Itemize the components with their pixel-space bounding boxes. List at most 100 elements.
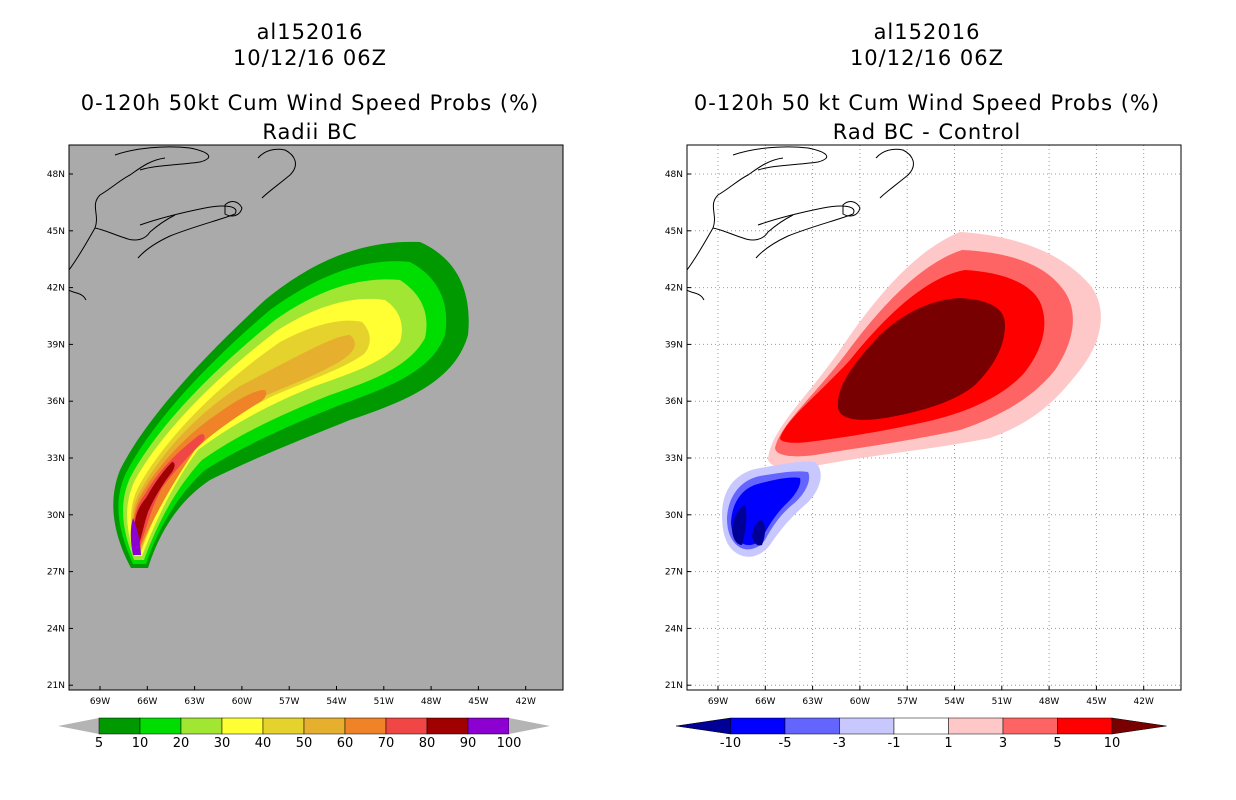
colorbar-swatch <box>1057 717 1113 735</box>
lon-label: 42W <box>516 697 536 707</box>
colorbar-swatch <box>893 717 949 735</box>
left-colorbar: 5 10 20 30 40 50 60 70 80 90 100 <box>58 717 550 751</box>
lon-label: 51W <box>374 697 394 707</box>
lat-label: 30N <box>47 511 65 521</box>
lat-label: 45N <box>665 227 683 237</box>
colorbar-label: 10 <box>132 736 149 751</box>
lon-label: 63W <box>802 697 822 707</box>
colorbar-upper-arrow <box>1111 717 1167 735</box>
right-axes: 48N 45N 42N 39N 36N 33N 30N 27N 24N 21N 69W 66W 63W 6… <box>665 170 1154 707</box>
left-band-40 <box>130 320 370 552</box>
left-storm-id: al152016 <box>256 20 364 44</box>
lon-label: 66W <box>137 697 157 707</box>
right-colorbar: -10 -5 -3 -1 1 3 5 10 <box>675 717 1167 751</box>
colorbar-label: 5 <box>1053 736 1061 751</box>
colorbar-label: 60 <box>337 736 354 751</box>
colorbar-label: 70 <box>378 736 395 751</box>
lat-label: 39N <box>665 340 683 350</box>
lat-label: 21N <box>665 681 683 691</box>
colorbar-label: 5 <box>95 736 103 751</box>
right-band-neg-10-a <box>732 505 747 545</box>
left-probability-field <box>69 146 469 568</box>
right-band-neg-5 <box>731 477 801 546</box>
colorbar-lower-arrow <box>58 718 99 734</box>
right-difference-field <box>687 146 1101 557</box>
lat-label: 39N <box>47 340 65 350</box>
lat-label: 48N <box>665 170 683 180</box>
left-band-50 <box>132 335 355 550</box>
lon-label: 60W <box>850 697 870 707</box>
colorbar-label: -3 <box>833 736 846 751</box>
left-datetime: 10/12/16 06Z <box>232 46 388 70</box>
colorbar-label: 1 <box>944 736 952 751</box>
colorbar-swatch <box>98 717 141 735</box>
colorbar-swatch <box>784 717 840 735</box>
left-band-60 <box>133 390 267 548</box>
colorbar-label: -1 <box>888 736 901 751</box>
colorbar-label: 30 <box>214 736 231 751</box>
colorbar-label: 3 <box>999 736 1007 751</box>
right-datetime: 10/12/16 06Z <box>849 46 1005 70</box>
lat-label: 24N <box>665 624 683 634</box>
lon-label: 63W <box>184 697 204 707</box>
lon-label: 45W <box>1086 697 1106 707</box>
colorbar-swatch <box>467 717 510 735</box>
left-subtitle: Radii BC <box>262 120 358 144</box>
colorbar-label: -10 <box>720 736 741 751</box>
colorbar-swatch <box>180 717 223 735</box>
left-map-frame <box>68 144 564 691</box>
right-band-neg-10-b <box>752 520 765 546</box>
lon-label: 60W <box>232 697 252 707</box>
right-map-frame <box>686 144 1182 691</box>
lat-label: 30N <box>665 511 683 521</box>
lat-label: 42N <box>665 284 683 294</box>
colorbar-swatch <box>948 717 1004 735</box>
colorbar-label: 50 <box>296 736 313 751</box>
colorbar-label: -5 <box>779 736 792 751</box>
colorbar-label: 40 <box>255 736 272 751</box>
lat-label: 42N <box>47 284 65 294</box>
lon-label: 48W <box>1039 697 1059 707</box>
lat-label: 33N <box>47 454 65 464</box>
colorbar-label: 20 <box>173 736 190 751</box>
lon-label: 54W <box>326 697 346 707</box>
colorbar-upper-arrow <box>509 718 550 734</box>
left-map: 48N 45N 42N 39N 36N 33N 30N 27N 24N 21N 69W 66W 63W 6… <box>47 144 564 707</box>
lon-label: 69W <box>708 697 728 707</box>
left-band-90 <box>130 518 141 555</box>
colorbar-swatch <box>221 717 264 735</box>
lat-label: 24N <box>47 624 65 634</box>
left-band-80 <box>134 462 175 544</box>
left-coastline <box>69 146 296 301</box>
lat-label: 27N <box>665 568 683 578</box>
left-axes: 48N 45N 42N 39N 36N 33N 30N 27N 24N 21N 69W 66W 63W 6… <box>47 170 536 707</box>
lat-label: 48N <box>47 170 65 180</box>
right-title: 0-120h 50 kt Cum Wind Speed Probs (%) <box>693 91 1161 115</box>
colorbar-label: 90 <box>460 736 477 751</box>
colorbar-label: 80 <box>419 736 436 751</box>
right-map: 48N 45N 42N 39N 36N 33N 30N 27N 24N 21N 69W 66W 63W 6… <box>665 144 1182 707</box>
lon-label: 54W <box>944 697 964 707</box>
right-subtitle: Rad BC - Control <box>832 120 1022 144</box>
lon-label: 57W <box>897 697 917 707</box>
lon-label: 51W <box>992 697 1012 707</box>
lat-label: 45N <box>47 227 65 237</box>
colorbar-swatch <box>426 717 469 735</box>
colorbar-swatch <box>303 717 346 735</box>
colorbar-swatch <box>344 717 387 735</box>
right-band-pos-10 <box>837 298 1005 420</box>
colorbar-label: 100 <box>497 736 522 751</box>
colorbar-label: 10 <box>1104 736 1121 751</box>
lon-label: 66W <box>755 697 775 707</box>
lon-label: 45W <box>468 697 488 707</box>
colorbar-lower-arrow <box>675 717 731 735</box>
lat-label: 27N <box>47 568 65 578</box>
left-title: 0-120h 50kt Cum Wind Speed Probs (%) <box>80 91 540 115</box>
right-storm-id: al152016 <box>873 20 981 44</box>
colorbar-swatch <box>262 717 305 735</box>
lon-label: 57W <box>279 697 299 707</box>
lon-label: 48W <box>421 697 441 707</box>
colorbar-swatch <box>385 717 428 735</box>
colorbar-swatch <box>139 717 182 735</box>
